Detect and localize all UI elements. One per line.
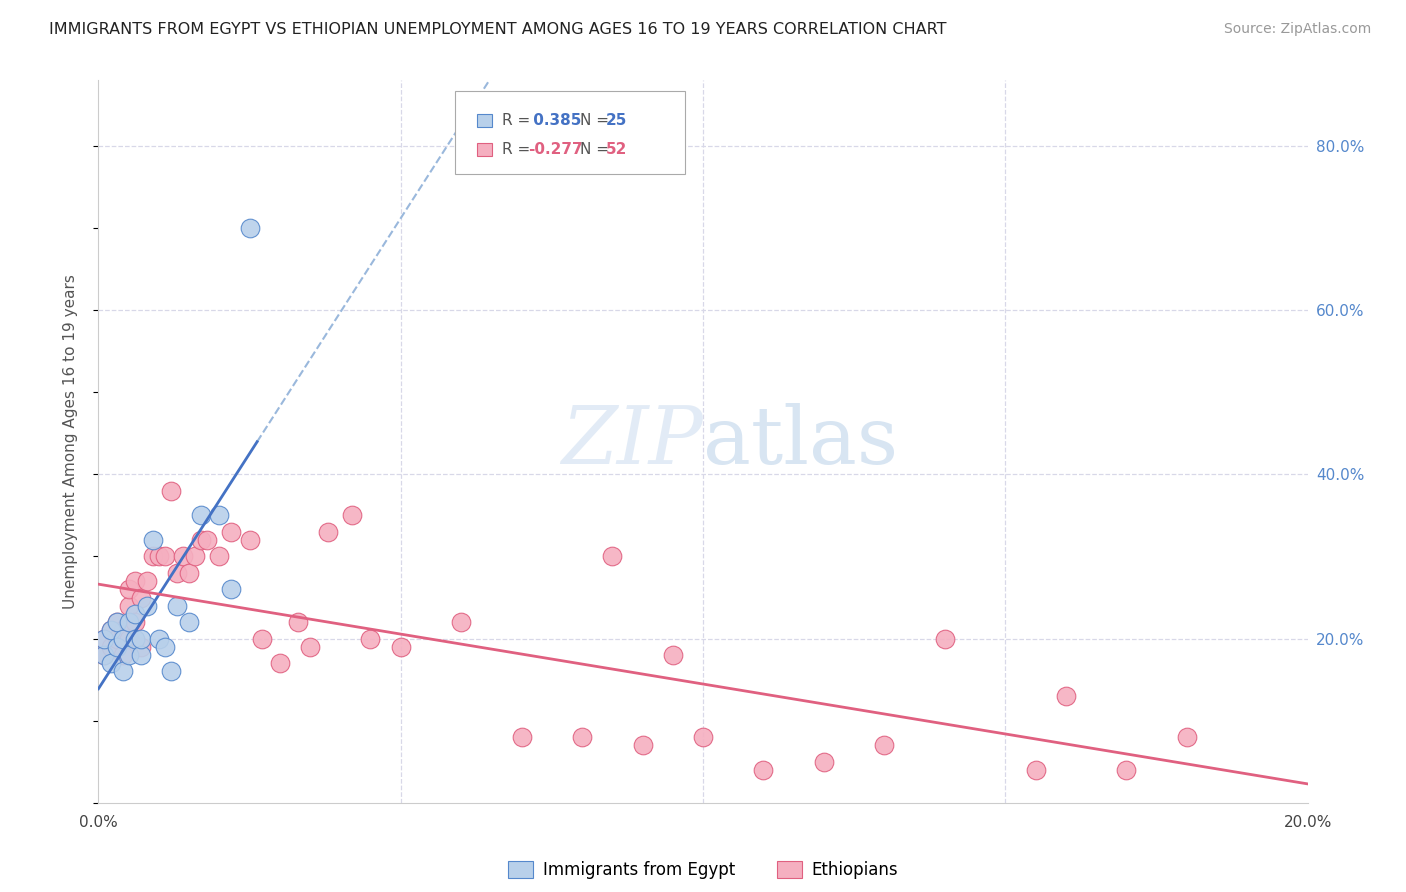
Point — [148, 632, 170, 646]
Point — [450, 615, 472, 630]
Text: atlas: atlas — [703, 402, 898, 481]
Point — [239, 533, 262, 547]
Text: 0.385: 0.385 — [529, 112, 582, 128]
Point — [111, 665, 134, 679]
Text: N =: N = — [581, 112, 614, 128]
Point — [111, 632, 134, 646]
Point — [221, 524, 243, 539]
Point — [100, 657, 122, 671]
Point — [166, 599, 188, 613]
Point — [160, 665, 183, 679]
Point — [208, 508, 231, 523]
Point — [239, 221, 262, 235]
Point — [93, 648, 115, 662]
Text: ZIP: ZIP — [561, 403, 703, 480]
Point — [118, 615, 141, 630]
Y-axis label: Unemployment Among Ages 16 to 19 years: Unemployment Among Ages 16 to 19 years — [63, 274, 77, 609]
Point — [135, 599, 157, 613]
Point — [195, 533, 218, 547]
Point — [221, 582, 243, 597]
Point — [389, 640, 412, 654]
Point — [100, 624, 122, 638]
Point — [873, 739, 896, 753]
Point — [111, 624, 134, 638]
Text: Source: ZipAtlas.com: Source: ZipAtlas.com — [1223, 22, 1371, 37]
Point — [250, 632, 273, 646]
Point — [510, 730, 533, 744]
Point — [287, 615, 309, 630]
Point — [1024, 763, 1046, 777]
Point — [93, 632, 115, 646]
Point — [129, 640, 152, 654]
Point — [172, 549, 194, 564]
Point — [342, 508, 364, 523]
Point — [118, 648, 141, 662]
Point — [124, 632, 146, 646]
Point — [142, 549, 165, 564]
Point — [93, 648, 115, 662]
Point — [100, 624, 122, 638]
Point — [934, 632, 956, 646]
Point — [190, 508, 212, 523]
Point — [129, 648, 152, 662]
Point — [118, 599, 141, 613]
Point — [571, 730, 593, 744]
Text: IMMIGRANTS FROM EGYPT VS ETHIOPIAN UNEMPLOYMENT AMONG AGES 16 TO 19 YEARS CORREL: IMMIGRANTS FROM EGYPT VS ETHIOPIAN UNEMP… — [49, 22, 946, 37]
Text: N =: N = — [581, 142, 614, 157]
Point — [118, 582, 141, 597]
Point — [124, 607, 146, 621]
Point — [631, 739, 654, 753]
Point — [105, 615, 128, 630]
Point — [1054, 689, 1077, 703]
Point — [105, 615, 128, 630]
Point — [692, 730, 714, 744]
Point — [153, 549, 176, 564]
FancyBboxPatch shape — [477, 143, 492, 156]
Text: 52: 52 — [606, 142, 627, 157]
Point — [299, 640, 322, 654]
Point — [179, 566, 201, 580]
Point — [179, 615, 201, 630]
FancyBboxPatch shape — [456, 91, 685, 174]
Point — [360, 632, 382, 646]
Point — [1175, 730, 1198, 744]
Point — [269, 657, 291, 671]
Point — [160, 483, 183, 498]
Point — [111, 648, 134, 662]
Legend: Immigrants from Egypt, Ethiopians: Immigrants from Egypt, Ethiopians — [501, 855, 905, 886]
Point — [148, 549, 170, 564]
Point — [105, 632, 128, 646]
Point — [142, 533, 165, 547]
Point — [93, 632, 115, 646]
Text: -0.277: -0.277 — [529, 142, 583, 157]
Point — [813, 755, 835, 769]
Point — [129, 591, 152, 605]
Point — [105, 640, 128, 654]
Point — [208, 549, 231, 564]
Point — [661, 648, 683, 662]
Text: R =: R = — [502, 112, 534, 128]
Point — [124, 615, 146, 630]
Text: R =: R = — [502, 142, 534, 157]
Point — [316, 524, 339, 539]
FancyBboxPatch shape — [477, 113, 492, 127]
Point — [100, 640, 122, 654]
Point — [129, 632, 152, 646]
Point — [166, 566, 188, 580]
Point — [190, 533, 212, 547]
Point — [752, 763, 775, 777]
Point — [184, 549, 207, 564]
Point — [153, 640, 176, 654]
Point — [124, 574, 146, 588]
Point — [602, 549, 624, 564]
Point — [135, 574, 157, 588]
Point — [1115, 763, 1137, 777]
Text: 25: 25 — [606, 112, 627, 128]
Point — [118, 632, 141, 646]
